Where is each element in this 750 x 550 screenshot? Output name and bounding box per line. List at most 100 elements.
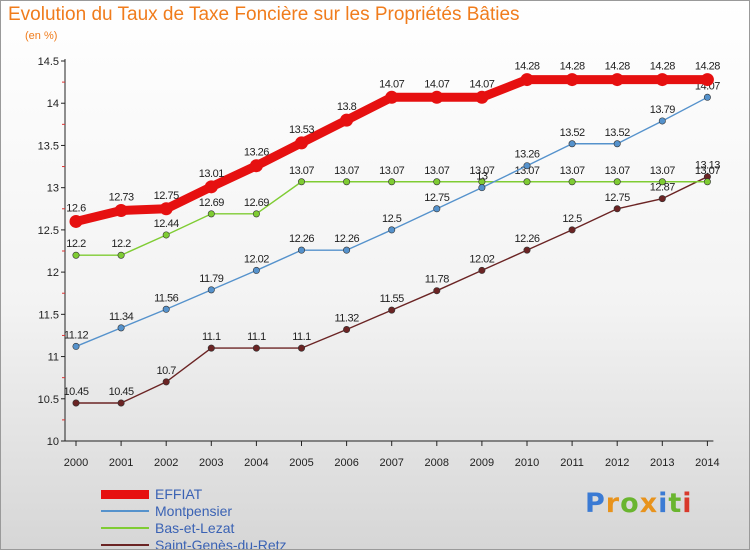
- data-point: [658, 195, 666, 203]
- data-point: [117, 324, 125, 332]
- data-point: [523, 178, 531, 186]
- y-tick-label: 10: [47, 436, 59, 448]
- data-point: [475, 90, 489, 104]
- y-tick-label: 11.5: [38, 309, 59, 321]
- data-label: 13.07: [334, 165, 359, 177]
- data-label: 12.2: [111, 238, 131, 250]
- x-tick-label: 2005: [289, 457, 313, 469]
- data-label: 12.6: [66, 202, 86, 214]
- data-label: 12.02: [244, 253, 269, 265]
- data-label: 11.1: [292, 331, 311, 343]
- data-label: 11.78: [425, 274, 450, 286]
- data-label: 14.28: [695, 61, 720, 73]
- x-tick-label: 2011: [560, 457, 584, 469]
- data-point: [610, 73, 624, 87]
- data-label: 13.8: [337, 101, 357, 113]
- data-label: 12.73: [109, 191, 134, 203]
- data-point: [478, 266, 486, 274]
- data-label: 12.5: [382, 213, 402, 225]
- data-label: 12.26: [514, 233, 539, 245]
- data-point: [388, 226, 396, 234]
- y-tick-label: 14.5: [38, 56, 59, 68]
- data-point: [117, 251, 125, 259]
- x-tick-label: 2013: [650, 457, 674, 469]
- data-point: [655, 73, 669, 87]
- x-tick-label: 2008: [425, 457, 449, 469]
- data-point: [613, 205, 621, 213]
- x-tick-label: 2001: [109, 457, 133, 469]
- data-point: [433, 205, 441, 213]
- data-point: [159, 202, 173, 216]
- data-point: [343, 326, 351, 334]
- data-point: [703, 178, 711, 186]
- data-point: [249, 159, 263, 173]
- data-label: 14.28: [560, 61, 585, 73]
- data-label: 12.26: [289, 233, 314, 245]
- data-label: 10.45: [109, 386, 134, 398]
- data-label: 13.53: [289, 124, 314, 136]
- data-point: [207, 286, 215, 294]
- data-label: 13.07: [469, 165, 494, 177]
- legend-label: EFFIAT: [155, 486, 203, 502]
- data-point: [162, 231, 170, 239]
- data-label: 12.87: [650, 182, 675, 194]
- data-point: [658, 117, 666, 125]
- legend-label: Saint-Genès-du-Retz: [155, 537, 287, 550]
- data-label: 12.75: [424, 192, 449, 204]
- data-point: [523, 162, 531, 170]
- data-point: [478, 184, 486, 192]
- data-point: [295, 136, 308, 150]
- y-tick-label: 12.5: [38, 225, 59, 237]
- data-label: 10.7: [156, 365, 176, 377]
- data-label: 10.45: [63, 386, 88, 398]
- data-label: 11.55: [380, 293, 405, 305]
- x-tick-label: 2003: [199, 457, 223, 469]
- data-label: 14.28: [514, 61, 539, 73]
- y-tick-label: 13: [47, 183, 59, 195]
- data-label: 13.07: [605, 165, 630, 177]
- data-label: 14.07: [469, 78, 494, 90]
- data-point: [433, 178, 441, 186]
- data-point: [523, 246, 531, 254]
- x-tick-label: 2002: [154, 457, 178, 469]
- data-point: [343, 178, 351, 186]
- legend-swatch: [101, 489, 149, 499]
- data-point: [658, 178, 666, 186]
- y-tick-label: 13.5: [38, 140, 59, 152]
- x-tick-label: 2009: [470, 457, 494, 469]
- data-point: [343, 246, 351, 254]
- data-point: [72, 251, 80, 259]
- legend-label: Bas-et-Lezat: [155, 520, 235, 536]
- data-point: [340, 113, 354, 127]
- data-label: 13.07: [560, 165, 585, 177]
- chart-unit-label: (en %): [25, 30, 58, 42]
- x-tick-label: 2004: [244, 457, 268, 469]
- data-label: 11.79: [199, 273, 224, 285]
- data-point: [388, 178, 396, 186]
- data-point: [162, 305, 170, 313]
- data-label: 12.44: [154, 218, 179, 230]
- data-label: 12.2: [66, 238, 86, 250]
- y-tick-label: 10.5: [38, 394, 59, 406]
- data-point: [117, 399, 125, 407]
- data-point: [207, 210, 215, 218]
- data-label: 12.26: [334, 233, 359, 245]
- data-label: 11.34: [109, 311, 134, 323]
- data-point: [433, 287, 441, 295]
- data-point: [613, 178, 621, 186]
- x-tick-label: 2012: [605, 457, 629, 469]
- data-label: 11.32: [334, 313, 359, 325]
- data-point: [297, 246, 305, 254]
- data-label: 13.07: [289, 165, 314, 177]
- legend-swatch: [101, 510, 149, 512]
- data-point: [252, 210, 260, 218]
- data-label: 13.07: [650, 165, 675, 177]
- data-label: 13.26: [244, 147, 269, 159]
- data-label: 11.1: [247, 331, 266, 343]
- data-label: 12.02: [469, 253, 494, 265]
- data-label: 13.52: [560, 127, 585, 139]
- data-label: 13.07: [695, 165, 720, 177]
- data-point: [162, 378, 170, 386]
